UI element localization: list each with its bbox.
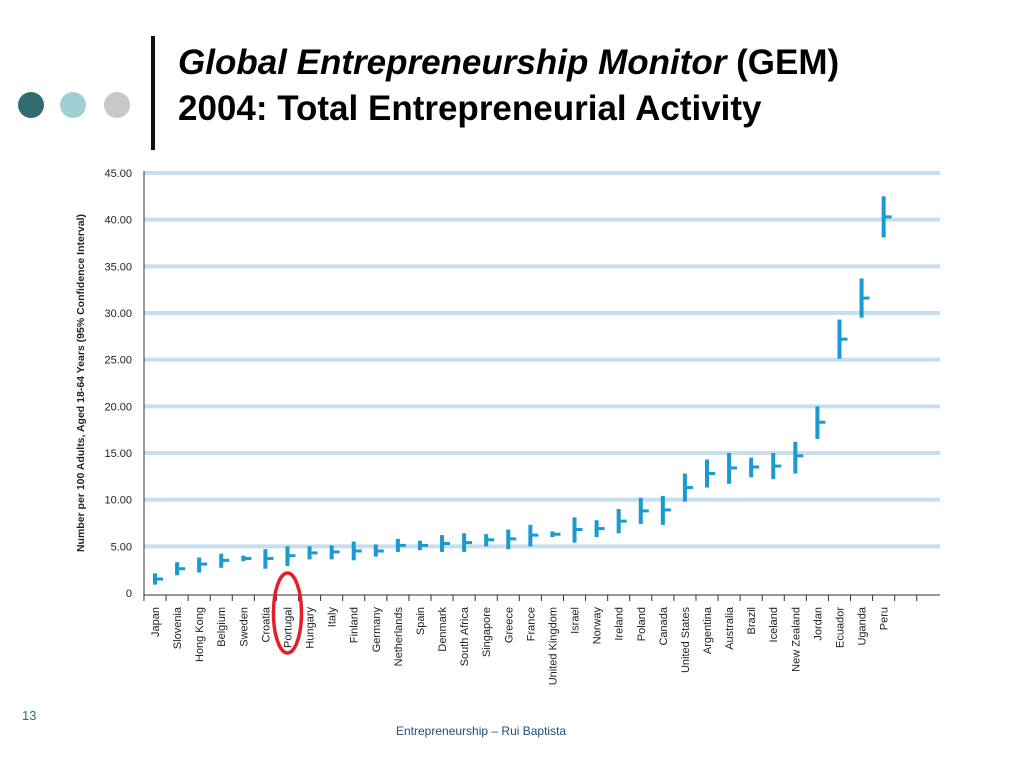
- y-tick-label: 5.00: [111, 541, 132, 553]
- x-tick-label: United States: [680, 607, 692, 674]
- x-tick-label: Japan: [150, 607, 162, 637]
- x-tick-label: Germany: [371, 607, 383, 653]
- point-estimate: [751, 465, 760, 469]
- point-estimate: [486, 538, 495, 542]
- y-tick-label: 30.00: [104, 308, 132, 320]
- x-tick-label: Finland: [349, 607, 361, 643]
- x-tick-label: Canada: [658, 606, 670, 645]
- x-tick-label: Uganda: [857, 606, 869, 645]
- point-estimate: [419, 543, 428, 547]
- point-estimate: [508, 537, 517, 541]
- footer-text: Entrepreneurship – Rui Baptista: [396, 724, 567, 738]
- x-tick-label: United Kingdom: [547, 607, 559, 685]
- y-tick-label: 20.00: [104, 401, 132, 413]
- x-tick-label: Hong Kong: [194, 607, 206, 662]
- y-tick-label: 25.00: [104, 355, 132, 367]
- slide-title: Global Entrepreneurship Monitor (GEM) 20…: [178, 40, 839, 132]
- point-estimate: [265, 556, 274, 560]
- point-estimate: [530, 533, 539, 537]
- title-italic: Global Entrepreneurship Monitor: [178, 43, 727, 82]
- point-estimate: [331, 550, 340, 554]
- point-estimate: [640, 509, 649, 513]
- y-tick-label: 35.00: [104, 261, 132, 273]
- point-estimate: [662, 508, 671, 512]
- x-tick-label: Greece: [503, 607, 515, 643]
- y-tick-label: 45.00: [104, 168, 132, 180]
- point-estimate: [287, 554, 296, 558]
- y-tick-label: 40.00: [104, 215, 132, 227]
- title-rule: [151, 36, 155, 150]
- point-estimate: [707, 472, 715, 476]
- x-tick-label: South Africa: [459, 606, 471, 666]
- x-tick-label: Portugal: [282, 607, 294, 648]
- point-estimate: [773, 464, 782, 468]
- point-estimate: [353, 549, 362, 553]
- error-bar: [793, 441, 798, 474]
- x-tick-label: Croatia: [260, 606, 272, 642]
- chart: 0 5.00 10.00 15.00 20.00 25.00 30.00 35.00 40.00…: [75, 168, 940, 685]
- x-tick-label: Ecuador: [834, 607, 846, 648]
- x-tick-label: France: [525, 607, 537, 641]
- x-tick-label: Jordan: [812, 607, 824, 641]
- x-tick-label: Belgium: [216, 607, 228, 647]
- point-estimate: [839, 337, 848, 341]
- x-tick-label: Ireland: [614, 607, 626, 641]
- x-tick-label: New Zealand: [790, 607, 802, 672]
- point-estimate: [221, 558, 230, 562]
- x-tick-label: Spain: [415, 607, 427, 635]
- point-estimate: [155, 577, 163, 581]
- point-estimate: [817, 420, 826, 424]
- x-tick-label: Iceland: [768, 607, 780, 642]
- y-axis-title: Number per 100 Adults, Aged 18-64 Years …: [75, 214, 87, 552]
- point-estimate: [596, 527, 605, 531]
- point-estimate: [397, 543, 406, 547]
- title-line-2: 2004: Total Entrepreneurial Activity: [178, 89, 762, 128]
- dot-grey: [104, 92, 130, 118]
- dot-dark: [18, 92, 44, 118]
- x-tick-label: Argentina: [702, 606, 714, 654]
- x-tick-label: Norway: [592, 607, 604, 645]
- x-tick-label: Poland: [636, 607, 648, 641]
- x-tick-label: Australia: [724, 606, 736, 650]
- point-estimate: [684, 486, 693, 490]
- point-estimate: [464, 541, 473, 545]
- highlight-ellipse: [271, 571, 304, 655]
- point-estimate: [243, 556, 252, 560]
- error-bar: [285, 546, 290, 566]
- point-estimate: [795, 454, 804, 458]
- x-tick-label: Peru: [879, 607, 891, 630]
- point-estimate: [199, 562, 208, 566]
- x-tick-label: Brazil: [746, 607, 758, 635]
- title-rest: (GEM): [726, 43, 840, 82]
- title-line-1: Global Entrepreneurship Monitor (GEM): [178, 40, 839, 86]
- point-estimate: [574, 528, 583, 532]
- point-estimate: [442, 542, 451, 546]
- dot-light: [60, 92, 86, 118]
- x-tick-label: Denmark: [437, 607, 449, 652]
- page-number: 13: [22, 708, 37, 723]
- x-tick-label: Netherlands: [393, 607, 405, 667]
- y-tick-label: 0: [126, 588, 132, 600]
- point-estimate: [177, 567, 186, 571]
- x-tick-label: Italy: [327, 607, 339, 628]
- y-tick-label: 10.00: [104, 495, 132, 507]
- point-estimate: [552, 532, 561, 536]
- y-tick-label: 15.00: [104, 448, 132, 460]
- x-tick-label: Slovenia: [172, 606, 184, 649]
- point-estimate: [618, 519, 627, 523]
- x-tick-label: Israel: [570, 607, 582, 634]
- x-tick-label: Singapore: [481, 607, 493, 657]
- x-tick-label: Sweden: [238, 607, 250, 647]
- point-estimate: [861, 296, 870, 300]
- point-estimate: [375, 549, 384, 553]
- point-estimate: [309, 551, 318, 555]
- point-estimate: [883, 215, 892, 219]
- point-estimate: [729, 466, 738, 470]
- x-tick-label: Hungary: [305, 607, 317, 649]
